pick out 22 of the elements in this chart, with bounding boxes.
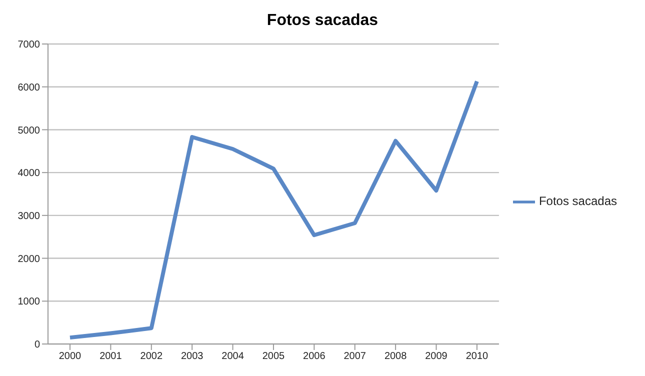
x-tick-label: 2003 [180, 351, 204, 362]
x-tick-label: 2004 [222, 351, 244, 362]
y-tick-label: 1000 [18, 296, 40, 308]
x-tick-label: 2002 [140, 351, 163, 362]
y-tick-label: 4000 [18, 168, 40, 180]
x-tick-label: 2005 [262, 351, 286, 362]
x-tick-label: 2007 [344, 351, 366, 362]
legend-label: Fotos sacadas [538, 194, 617, 208]
x-tick-label: 2001 [100, 351, 122, 362]
chart-title: Fotos sacadas [266, 11, 380, 31]
x-tick-label: 2006 [303, 351, 326, 362]
y-tick-label: 2000 [18, 254, 40, 265]
y-tick-label: 0 [34, 340, 40, 351]
x-tick-label: 2009 [425, 351, 448, 362]
y-tick-label: 5000 [18, 125, 40, 136]
y-tick-label: 6000 [18, 82, 40, 94]
y-tick-label: 3000 [18, 210, 40, 222]
x-tick-label: 2000 [58, 351, 82, 362]
x-tick-label: 2010 [466, 351, 489, 362]
y-tick-label: 7000 [18, 40, 40, 51]
line-series [68, 79, 479, 340]
x-tick-label: 2008 [384, 351, 408, 362]
